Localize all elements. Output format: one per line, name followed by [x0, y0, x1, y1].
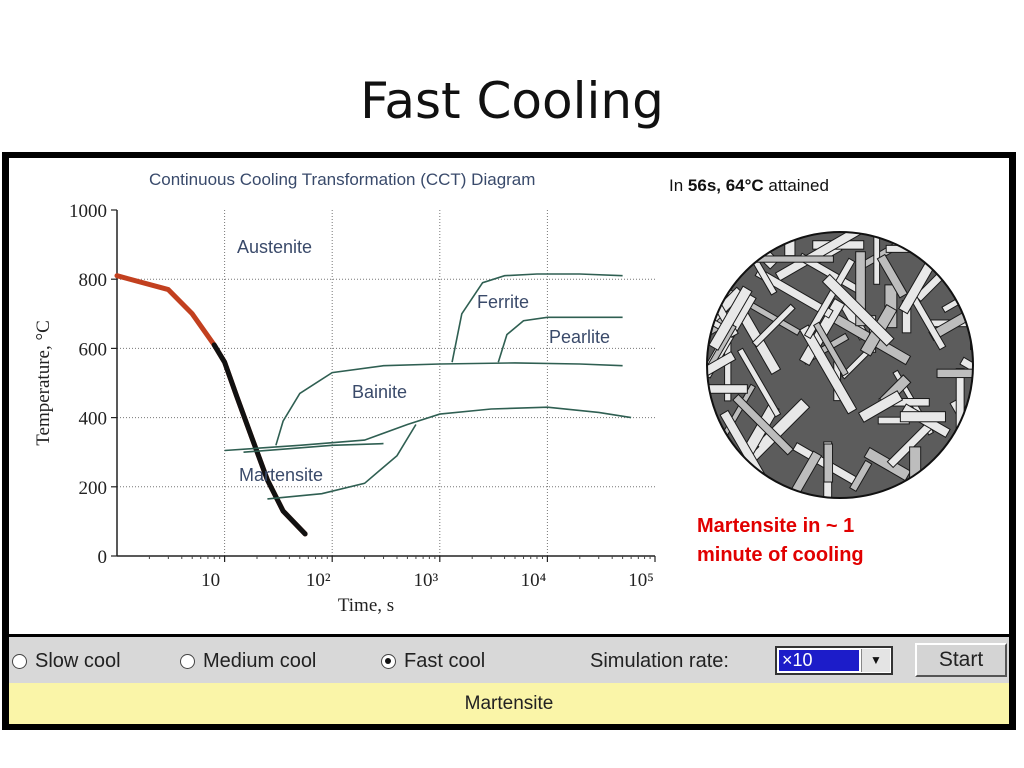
radio-medium-cool[interactable]: Medium cool — [180, 650, 316, 673]
result-note-line-2: minute of cooling — [697, 544, 864, 566]
cooling-curve-martensite-segment — [211, 342, 308, 537]
y-tick-label: 1000 — [69, 201, 107, 222]
result-note-line-1: Martensite in ~ 1 — [697, 515, 855, 537]
transformation-curve — [224, 406, 632, 452]
martensite-needles — [707, 232, 973, 498]
simulation-rate-value: ×10 — [779, 650, 859, 671]
radio-slow-cool[interactable]: Slow cool — [12, 650, 121, 673]
radio-button-icon[interactable] — [12, 654, 27, 669]
region-label: Martensite — [239, 465, 323, 485]
radio-button-selected-icon[interactable] — [381, 654, 396, 669]
y-tick-label: 200 — [79, 478, 108, 499]
result-note: Martensite in ~ 1 minute of cooling — [697, 512, 937, 570]
x-tick-label: 10 — [201, 570, 220, 591]
transformation-curve — [451, 273, 623, 363]
x-axis-label: Time, s — [338, 595, 394, 616]
slide-title: Fast Cooling — [360, 72, 664, 130]
y-axis-label: Temperature, °C — [33, 320, 54, 446]
transformation-curve — [275, 362, 623, 446]
region-label: Bainite — [352, 382, 407, 402]
x-tick-label: 10⁴ — [521, 570, 547, 591]
start-button[interactable]: Start — [915, 643, 1007, 677]
y-tick-label: 400 — [79, 409, 108, 430]
martensite-microstructure-image — [706, 231, 974, 499]
x-tick-label: 10² — [306, 570, 331, 591]
caption-prefix: In — [669, 176, 688, 195]
caption-suffix: attained — [763, 176, 829, 195]
y-tick-label: 600 — [79, 339, 108, 360]
micrograph-border — [706, 231, 974, 499]
region-label: Pearlite — [549, 327, 610, 347]
phase-status-bar: Martensite — [9, 683, 1009, 724]
region-label: Ferrite — [477, 292, 529, 312]
radio-label: Medium cool — [203, 650, 317, 672]
y-tick-label: 800 — [79, 270, 108, 291]
simulation-rate-label: Simulation rate: — [590, 650, 729, 672]
radio-fast-cool[interactable]: Fast cool — [381, 650, 485, 673]
x-tick-label: 10⁵ — [628, 570, 654, 591]
transformation-curve — [243, 442, 384, 453]
region-label: Austenite — [237, 237, 312, 257]
simulation-content: Continuous Cooling Transformation (CCT) … — [9, 158, 1009, 634]
simulation-window: Continuous Cooling Transformation (CCT) … — [2, 152, 1016, 730]
radio-label: Slow cool — [35, 650, 121, 672]
caption-time-temp: 56s, 64°C — [687, 176, 764, 195]
transformation-curve — [267, 424, 417, 500]
chevron-down-icon[interactable]: ▼ — [861, 649, 890, 672]
transformation-curve — [497, 316, 623, 363]
y-tick-label: 0 — [98, 547, 108, 568]
chart-title: Continuous Cooling Transformation (CCT) … — [149, 170, 536, 189]
radio-label: Fast cool — [404, 650, 486, 672]
control-bar: Slow cool Medium cool Fast cool Simulati… — [9, 637, 1009, 683]
radio-button-icon[interactable] — [180, 654, 195, 669]
x-tick-label: 10³ — [413, 570, 438, 591]
cct-chart: 0 200 400 600 800 1000 10 10² 10³ 10⁴ 10⁵ Time, s Te… — [33, 201, 656, 616]
simulation-rate-select[interactable]: ×10 ▼ — [775, 646, 893, 675]
result-caption: In 56s, 64°C attained — [669, 176, 829, 196]
